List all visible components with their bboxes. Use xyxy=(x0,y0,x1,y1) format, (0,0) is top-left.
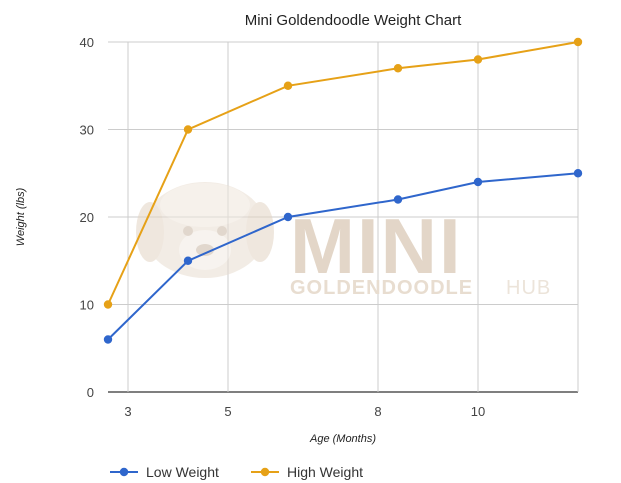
data-point-low-weight xyxy=(393,195,403,204)
data-point-high-weight xyxy=(183,125,193,134)
legend-label: High Weight xyxy=(287,464,363,480)
x-tick-label: 10 xyxy=(471,404,485,419)
y-tick-label: 0 xyxy=(87,385,94,400)
legend-item-high-weight: High Weight xyxy=(251,464,363,480)
legend-swatch-marker xyxy=(119,467,129,477)
x-tick-label: 8 xyxy=(374,404,381,419)
watermark-hub: HUB xyxy=(506,277,551,299)
legend: Low Weight High Weight xyxy=(110,464,363,480)
series-line-low-weight xyxy=(107,172,579,341)
x-tick-label: 3 xyxy=(124,404,131,419)
tick-labels: 0 10 20 30 40 3 5 8 10 xyxy=(80,35,486,419)
legend-label: Low Weight xyxy=(146,464,219,480)
watermark: MINI GOLDENDOODLE HUB xyxy=(136,182,551,299)
x-axis-label: Age (Months) xyxy=(309,433,376,445)
data-point-low-weight xyxy=(283,212,293,222)
watermark-goldendoodle: GOLDENDOODLE xyxy=(290,277,473,299)
legend-item-low-weight: Low Weight xyxy=(110,464,219,480)
dog-head-icon xyxy=(136,182,274,278)
data-point-low-weight xyxy=(183,256,193,265)
data-point-high-weight xyxy=(283,81,293,90)
legend-swatch-marker xyxy=(260,467,270,477)
chart-title: Mini Goldendoodle Weight Chart xyxy=(245,12,462,29)
data-point-high-weight xyxy=(393,64,403,73)
series-line-high-weight xyxy=(107,41,579,305)
y-tick-label: 20 xyxy=(80,210,94,225)
data-point-high-weight xyxy=(103,300,113,309)
data-point-low-weight xyxy=(573,169,583,178)
y-tick-label: 30 xyxy=(80,123,94,138)
data-point-low-weight xyxy=(473,177,483,187)
data-point-low-weight xyxy=(103,335,113,344)
y-tick-label: 10 xyxy=(80,298,94,313)
y-tick-label: 40 xyxy=(80,35,94,50)
data-point-high-weight xyxy=(573,37,583,47)
data-point-high-weight xyxy=(473,55,483,64)
x-tick-label: 5 xyxy=(224,404,231,419)
watermark-mini: MINI xyxy=(290,202,463,290)
series-layer xyxy=(103,37,583,344)
y-axis-label: Weight (lbs) xyxy=(15,187,27,246)
